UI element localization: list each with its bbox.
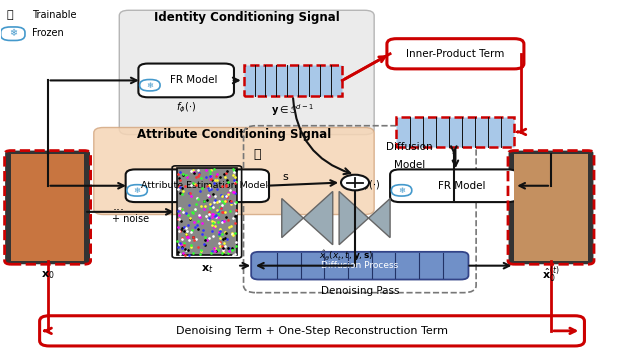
Text: ❄: ❄ <box>147 81 154 90</box>
FancyBboxPatch shape <box>6 151 90 263</box>
Text: Diffusion: Diffusion <box>387 142 433 152</box>
FancyBboxPatch shape <box>119 10 374 135</box>
Text: ❄: ❄ <box>398 186 405 195</box>
FancyBboxPatch shape <box>1 27 25 40</box>
Text: Attribute Conditioning Signal: Attribute Conditioning Signal <box>137 128 331 141</box>
Text: $f_{\phi}(\cdot)$: $f_{\phi}(\cdot)$ <box>176 101 196 115</box>
Text: Frozen: Frozen <box>32 28 64 38</box>
Text: ❄: ❄ <box>134 186 141 195</box>
Text: + noise: + noise <box>112 214 149 224</box>
Text: 🔥: 🔥 <box>253 147 260 161</box>
FancyBboxPatch shape <box>138 64 234 97</box>
Text: $\mathbf{x}_t$: $\mathbf{x}_t$ <box>200 264 213 276</box>
Text: Denoising Pass: Denoising Pass <box>321 286 399 296</box>
Polygon shape <box>339 192 390 245</box>
Text: $\mathbf{y} \in \mathbb{S}^{d-1}$: $\mathbf{y} \in \mathbb{S}^{d-1}$ <box>271 102 314 118</box>
Polygon shape <box>282 192 333 245</box>
FancyBboxPatch shape <box>509 151 593 263</box>
Text: ...: ... <box>113 200 124 213</box>
FancyBboxPatch shape <box>392 185 412 196</box>
Bar <box>396 117 515 147</box>
Text: Denoising Term + One-Step Reconstruction Term: Denoising Term + One-Step Reconstruction… <box>176 326 448 336</box>
Text: 🔥: 🔥 <box>6 10 13 20</box>
Text: Diffusion Process: Diffusion Process <box>321 261 399 270</box>
Text: FR Model: FR Model <box>438 181 485 191</box>
FancyBboxPatch shape <box>251 252 468 280</box>
Bar <box>177 168 237 255</box>
Bar <box>515 154 588 261</box>
Bar <box>244 65 342 96</box>
Text: Identity Conditioning Signal: Identity Conditioning Signal <box>154 11 340 24</box>
FancyBboxPatch shape <box>125 169 269 202</box>
Text: $\mathbf{x}_0$: $\mathbf{x}_0$ <box>41 269 54 281</box>
FancyArrowPatch shape <box>293 98 350 174</box>
Text: $\hat{\mathbf{x}}_0^{(t)}$: $\hat{\mathbf{x}}_0^{(t)}$ <box>542 265 560 285</box>
Text: Trainable: Trainable <box>32 10 76 20</box>
FancyBboxPatch shape <box>94 127 374 214</box>
FancyBboxPatch shape <box>390 169 518 202</box>
Text: Model: Model <box>394 160 425 170</box>
Text: ❄: ❄ <box>9 28 17 38</box>
Text: Inner-Product Term: Inner-Product Term <box>406 49 504 59</box>
FancyBboxPatch shape <box>40 316 584 346</box>
Text: $f_{\phi}(\cdot)$: $f_{\phi}(\cdot)$ <box>360 179 381 193</box>
FancyBboxPatch shape <box>127 185 147 196</box>
Text: s: s <box>282 172 288 182</box>
Bar <box>11 154 84 261</box>
FancyBboxPatch shape <box>387 39 524 69</box>
Text: Attribute Estimation Model: Attribute Estimation Model <box>141 181 269 190</box>
Text: FR Model: FR Model <box>170 76 218 86</box>
FancyBboxPatch shape <box>140 79 160 91</box>
Circle shape <box>341 175 369 190</box>
Text: $\hat{x}_{\theta}(x_t, t, \mathbf{y}, \mathbf{s})$: $\hat{x}_{\theta}(x_t, t, \mathbf{y}, \m… <box>319 248 374 263</box>
